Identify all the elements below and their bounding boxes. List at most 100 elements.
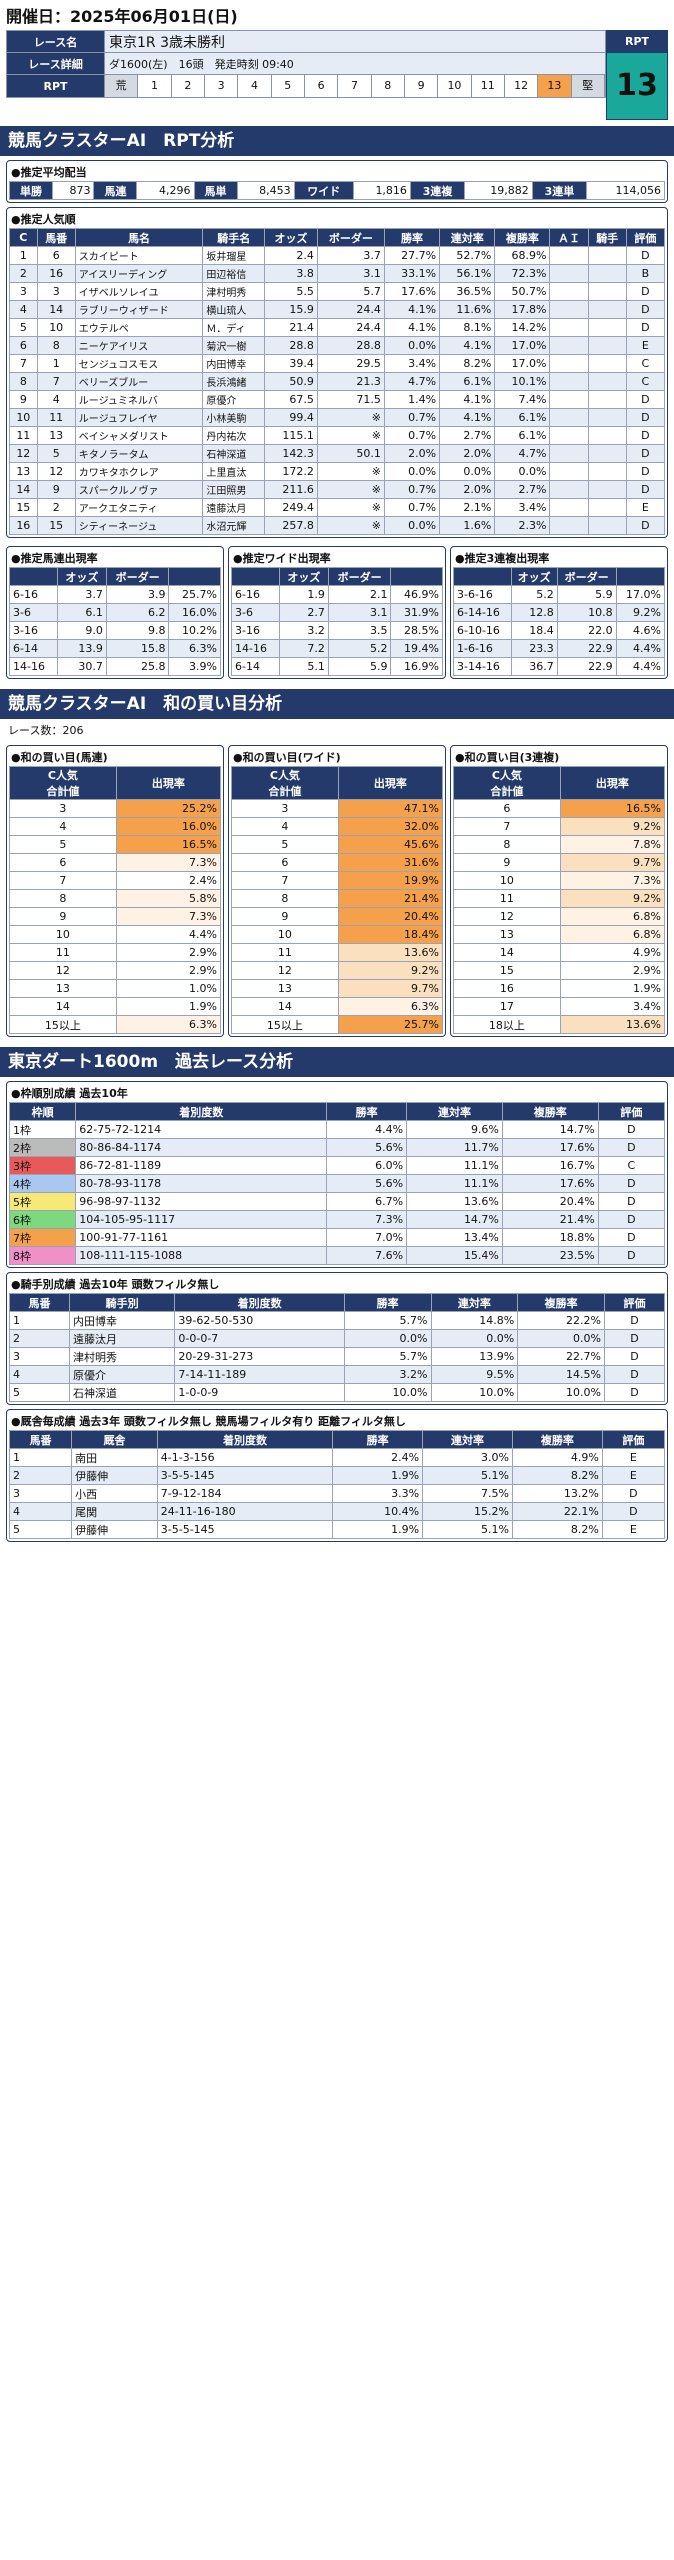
table-cell: 211.6	[264, 480, 318, 499]
race-header: レース名 東京1R 3歳未勝利 レース詳細 ダ1600(左) 16頭 発走時刻 09…	[6, 30, 668, 120]
table-cell: D	[603, 1347, 666, 1366]
table-cell: 原優介	[68, 1365, 176, 1384]
rpt-scale-cell: 9	[405, 75, 439, 97]
table-cell: 52.7%	[439, 246, 496, 265]
rpt-scale-cell: 4	[238, 75, 272, 97]
table-cell: 28.8	[264, 336, 318, 355]
table-cell: D	[597, 1246, 666, 1265]
table-cell: 8	[9, 372, 38, 391]
table-cell: 7.3%	[326, 1210, 408, 1229]
table-header	[231, 567, 280, 586]
table-cell: 8枠	[8, 1246, 77, 1265]
table-cell: 12.8	[510, 603, 558, 622]
table-cell: 15	[36, 516, 76, 535]
table-cell: 0-0-0-7	[174, 1329, 345, 1348]
table-cell: 4.7%	[383, 372, 441, 391]
table-cell: D	[597, 1120, 666, 1139]
table-cell: 16.0%	[168, 603, 221, 622]
table-row: 7 1 センジュコスモス 内田博幸 39.4 29.5 3.4% 8.2% 17.0% C	[9, 354, 666, 373]
table-cell: 4.1%	[439, 336, 496, 355]
table-row: 7枠 100-91-77-1161 7.0% 13.4% 18.8% D	[8, 1228, 666, 1247]
table-cell	[549, 318, 589, 337]
table-cell: E	[625, 498, 666, 517]
jockey-box: ●騎手別成績 過去10年 頭数フィルタ無し 馬番 騎手別 着別度数 勝率 連対率 複勝率 評価…	[6, 1272, 668, 1405]
table-cell: 13.9	[56, 639, 107, 658]
table-cell: 50.9	[264, 372, 318, 391]
table-cell	[549, 246, 589, 265]
rpt-scale-cell: 12	[505, 75, 539, 97]
table-cell: 71.5	[316, 390, 385, 409]
table-row: 13 12 カワキタホクレア 上里直汰 172.2 ※ 0.0% 0.0% 0.0% D	[9, 462, 666, 481]
table-header: 連対率	[430, 1293, 519, 1312]
table-cell: 15.9	[264, 300, 318, 319]
table-cell: 13	[9, 979, 117, 998]
table-cell	[549, 282, 589, 301]
table-cell	[587, 372, 627, 391]
wa-title: ●和の買い目(馬連)	[11, 751, 108, 764]
table-cell: 7.3%	[115, 907, 222, 926]
table-cell: 7-9-12-184	[156, 1484, 334, 1503]
table-cell: 25.2%	[115, 799, 222, 818]
table-cell: 46.9%	[390, 585, 443, 604]
table-cell	[587, 390, 627, 409]
table-cell: スパークルノヴァ	[74, 480, 204, 499]
table-cell: 3.4%	[559, 997, 666, 1016]
table-header: 出現率	[559, 766, 666, 800]
popularity-box: ●推定人気順 C 馬番 馬名 騎手名 オッズ ボーダー 勝率 連対率 複勝率 ＡＩ 騎手 評価 1 6 スカ…	[6, 207, 668, 538]
table-cell: ※	[316, 480, 385, 499]
table-cell: 8.2%	[511, 1520, 603, 1539]
table-cell: 1	[9, 1311, 70, 1330]
table-cell	[587, 462, 627, 481]
table-cell: 6.3%	[168, 639, 221, 658]
table-cell: カワキタホクレア	[74, 462, 204, 481]
table-cell: 横山琉人	[202, 300, 266, 319]
table-cell: 10.1%	[494, 372, 551, 391]
estimate-tables: ●推定馬連出現率 オッズ ボーダー 6-16 3.7 3.9 25.7% 3-6 6.1 6.2 1…	[6, 542, 668, 683]
table-cell: 丹内祐次	[202, 426, 266, 445]
table-cell: 4.1%	[439, 390, 496, 409]
table-cell: 23.5%	[501, 1246, 599, 1265]
table-cell: 2.9%	[559, 961, 666, 980]
table-cell: 0.0%	[430, 1329, 519, 1348]
table-cell: 10.0%	[430, 1383, 519, 1402]
table-row: 3 津村明秀 20-29-31-273 5.7% 13.9% 22.7% D	[9, 1347, 666, 1366]
payout-value: 19,882	[464, 181, 533, 200]
table-cell: 22.2%	[517, 1311, 605, 1330]
table-cell: 11.1%	[406, 1156, 503, 1175]
table-cell: 1-0-0-9	[174, 1383, 345, 1402]
table-cell: 10	[9, 925, 117, 944]
table-header: ボーダー	[105, 567, 170, 586]
table-cell: 11	[36, 408, 76, 427]
table-cell: 4-1-3-156	[156, 1448, 334, 1467]
table-cell: 3.2%	[343, 1365, 432, 1384]
table-cell: 96-98-97-1132	[75, 1192, 328, 1211]
table-cell: 10	[231, 925, 339, 944]
table-cell: 11	[453, 889, 561, 908]
table-cell: 9.2%	[615, 603, 666, 622]
detail-course: ダ1600(左)	[109, 57, 168, 71]
table-cell: 7.3%	[115, 853, 222, 872]
table-cell: 17.0%	[494, 354, 551, 373]
table-row: 11 13 ベイシャメダリスト 丹内祐次 115.1 ※ 0.7% 2.7% 6.1% D	[9, 426, 666, 445]
table-cell: 6.2	[105, 603, 170, 622]
table-cell: 10.0%	[343, 1383, 432, 1402]
payout-box: ●推定平均配当 単勝 873 馬連 4,296 馬単 8,453 ワイド 1,816 3連複 19…	[6, 160, 668, 203]
table-row: 4 14 ラブリーウィザード 横山琉人 15.9 24.4 4.1% 11.6% 17.8% D	[9, 300, 666, 319]
table-header: 馬番	[9, 1293, 70, 1312]
table-row: 6枠 104-105-95-1117 7.3% 14.7% 21.4% D	[8, 1210, 666, 1229]
table-cell: 津村明秀	[202, 282, 266, 301]
table-cell: 22.9	[556, 657, 617, 676]
table-cell: 1.9	[278, 585, 329, 604]
table-cell: D	[597, 1192, 666, 1211]
table-cell: スカイピート	[74, 246, 204, 265]
table-cell: 33.1%	[383, 264, 441, 283]
table-cell: 15	[453, 961, 561, 980]
table-cell: 6.0%	[326, 1156, 408, 1175]
table-cell: 56.1%	[439, 264, 496, 283]
table-cell	[549, 498, 589, 517]
table-cell: 0.0%	[343, 1329, 432, 1348]
table-cell: 25.7%	[168, 585, 221, 604]
table-cell: 32.0%	[337, 817, 444, 836]
table-cell: 4.4%	[615, 657, 666, 676]
table-cell: 115.1	[264, 426, 318, 445]
